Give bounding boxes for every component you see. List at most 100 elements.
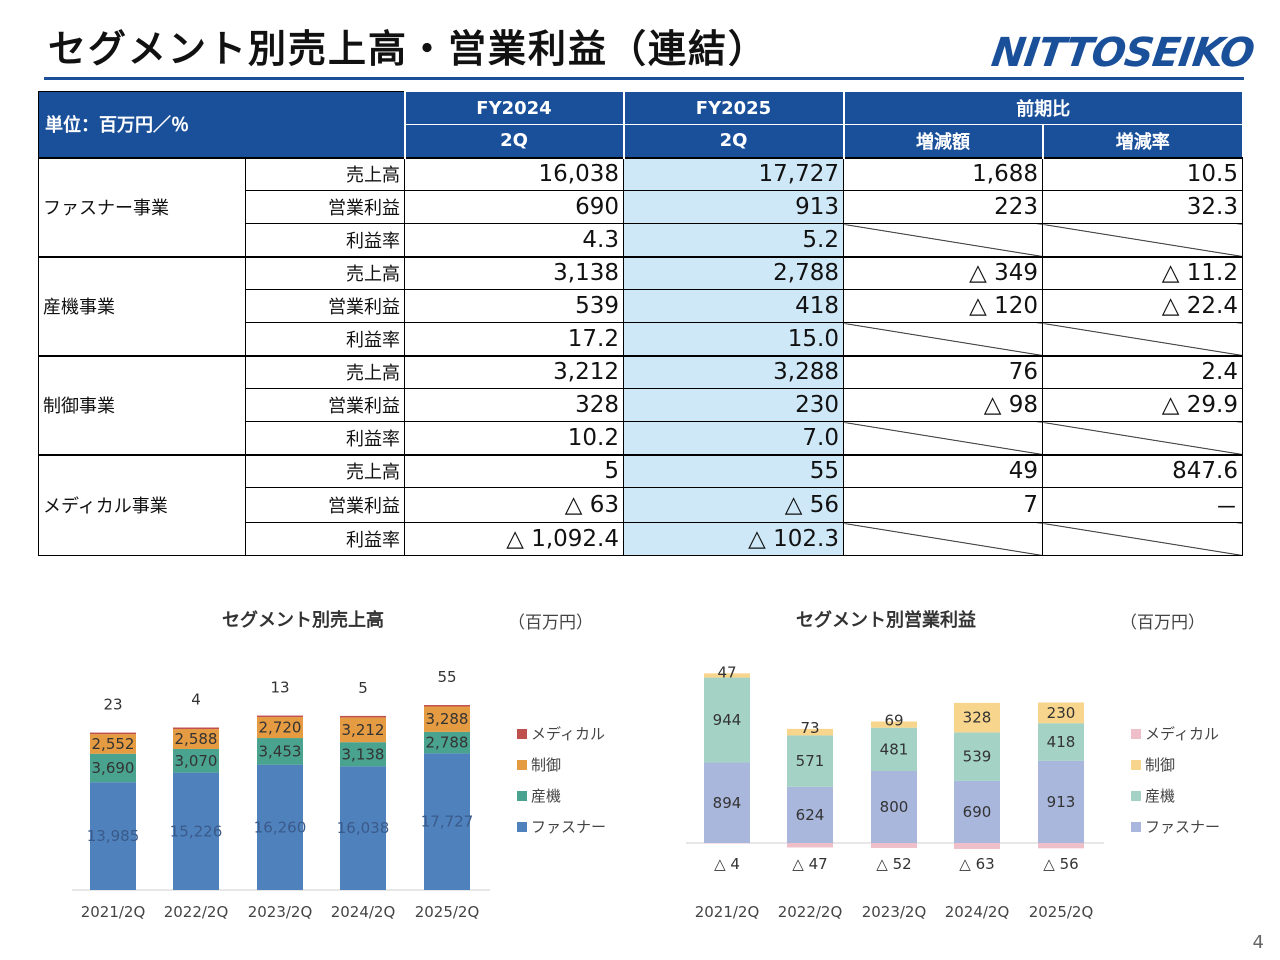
profit-negative-label: △ 63 xyxy=(959,855,994,873)
profit-bar-産機 xyxy=(1038,723,1084,761)
fy2024-value: 690 xyxy=(404,190,624,224)
sales-data-label: 13,985 xyxy=(87,827,140,845)
sales-bar-ファスナー xyxy=(257,764,303,890)
sales-data-label: 15,226 xyxy=(170,822,223,840)
metric-label: 営業利益 xyxy=(245,289,405,323)
empty-slash-cell xyxy=(1042,522,1243,556)
profit-negative-label: △ 52 xyxy=(876,855,911,873)
sales-bar-制御 xyxy=(424,706,470,732)
profit-bar-ファスナー xyxy=(704,762,750,843)
sales-x-tick: 2024/2Q xyxy=(331,903,396,921)
sales-legend-swatch xyxy=(517,760,527,770)
fy2025-value: 5.2 xyxy=(623,223,844,257)
empty-slash-cell xyxy=(843,223,1043,257)
empty-slash-cell xyxy=(1042,421,1243,455)
profit-legend-swatch xyxy=(1131,760,1141,770)
sales-legend-label: ファスナー xyxy=(531,818,606,836)
sales-data-label: 2,588 xyxy=(175,730,218,748)
profit-bar-産機 xyxy=(954,732,1000,781)
fy2025-value: △ 102.3 xyxy=(623,522,844,556)
profit-data-label: 539 xyxy=(963,748,992,766)
sales-data-label: 16,038 xyxy=(337,819,390,837)
sales-bar-制御 xyxy=(257,717,303,739)
profit-data-label: 230 xyxy=(1047,704,1076,722)
table-row: 産機事業 売上高 3,138 2,788 △ 349 △ 11.2 xyxy=(38,255,1243,356)
metric-label: 利益率 xyxy=(245,421,405,455)
profit-bar-制御 xyxy=(787,728,833,736)
sales-bar-産機 xyxy=(340,742,386,767)
table-row: 営業利益 539 418 △ 120 △ 22.4 xyxy=(39,289,1243,323)
diff-value: △ 349 xyxy=(843,255,1043,290)
diff-value: 76 xyxy=(843,354,1043,389)
profit-data-label: 800 xyxy=(880,798,909,816)
sales-data-label: 5 xyxy=(358,679,368,697)
sales-bar-メディカル xyxy=(340,715,386,718)
profit-negative-label: △ 47 xyxy=(792,855,827,873)
profit-bar-制御 xyxy=(704,673,750,678)
profit-negative-label: △ 4 xyxy=(714,855,740,873)
fy2024-value: 10.2 xyxy=(404,421,624,455)
profit-bar-制御 xyxy=(954,702,1000,733)
title-rule xyxy=(44,77,1244,80)
profit-bar-産機 xyxy=(871,727,917,771)
profit-chart-title: セグメント別営業利益 xyxy=(796,610,976,631)
sales-bar-メディカル xyxy=(90,732,136,735)
segment-name: ファスナー事業 xyxy=(38,156,246,257)
rate-value: 847.6 xyxy=(1042,453,1243,488)
profit-x-tick: 2025/2Q xyxy=(1029,903,1094,921)
profit-data-label: 418 xyxy=(1047,733,1076,751)
table-row: ファスナー事業 売上高 16,038 17,727 1,688 10.5 xyxy=(38,156,1243,257)
profit-bar-産機 xyxy=(787,735,833,787)
profit-data-label: 690 xyxy=(963,803,992,821)
table-row: 営業利益 328 230 △ 98 △ 29.9 xyxy=(39,388,1243,422)
profit-data-label: 624 xyxy=(796,806,825,824)
segment-name: メディカル事業 xyxy=(38,453,246,556)
sales-legend-swatch xyxy=(517,729,527,739)
profit-legend-label: 産機 xyxy=(1145,787,1175,805)
profit-data-label: 481 xyxy=(880,740,909,758)
sales-data-label: 4 xyxy=(191,691,201,709)
profit-data-label: 571 xyxy=(796,752,825,770)
profit-bar-ファスナー xyxy=(871,771,917,843)
sales-legend-swatch xyxy=(517,822,527,832)
sales-legend-label: 制御 xyxy=(531,756,561,774)
fy2025-value: 3,288 xyxy=(623,354,844,389)
profit-bar-産機 xyxy=(704,677,750,763)
sales-data-label: 55 xyxy=(437,668,456,686)
fy2024-value: 17.2 xyxy=(404,322,624,356)
metric-label: 売上高 xyxy=(245,156,405,191)
fy2024-value: △ 1,092.4 xyxy=(404,522,624,556)
metric-label: 営業利益 xyxy=(245,388,405,422)
diff-value: 223 xyxy=(843,190,1043,224)
profit-legend-label: ファスナー xyxy=(1145,818,1220,836)
profit-data-label: 894 xyxy=(713,794,742,812)
sales-x-tick: 2023/2Q xyxy=(248,903,313,921)
table-row: 営業利益 △ 63 △ 56 7 － xyxy=(39,487,1243,523)
metric-label: 利益率 xyxy=(245,522,405,556)
sales-data-label: 3,690 xyxy=(92,759,135,777)
diff-value: 1,688 xyxy=(843,156,1043,191)
sales-x-tick: 2025/2Q xyxy=(415,903,480,921)
page-number: 4 xyxy=(1252,932,1264,953)
fy2025-value: 17,727 xyxy=(623,156,844,191)
profit-bar-ファスナー xyxy=(954,780,1000,843)
profit-chart-unit: （百万円） xyxy=(1120,613,1205,633)
diff-value: △ 120 xyxy=(843,289,1043,323)
sales-data-label: 3,453 xyxy=(259,742,302,760)
sales-x-tick: 2022/2Q xyxy=(164,903,229,921)
sales-data-label: 3,212 xyxy=(342,721,385,739)
profit-bar-制御 xyxy=(871,721,917,728)
sales-data-label: 2,788 xyxy=(426,734,469,752)
profit-bar-メディカル xyxy=(1038,843,1084,849)
fy2025-value: 913 xyxy=(623,190,844,224)
profit-legend-label: 制御 xyxy=(1145,756,1175,774)
fy2024-subheader: 2Q xyxy=(403,124,624,158)
fy2024-header: FY2024 xyxy=(403,91,624,125)
sales-data-label: 16,260 xyxy=(254,818,307,836)
profit-bar-メディカル xyxy=(954,843,1000,849)
empty-slash-cell xyxy=(843,522,1043,556)
profit-x-tick: 2023/2Q xyxy=(862,903,927,921)
segment-table: 単位：百万円／％ FY2024 FY2025 前期比 2Q 2Q 増減額 増減率… xyxy=(38,91,1243,556)
diff-value: 7 xyxy=(843,487,1043,523)
sales-bar-ファスナー xyxy=(424,753,470,890)
